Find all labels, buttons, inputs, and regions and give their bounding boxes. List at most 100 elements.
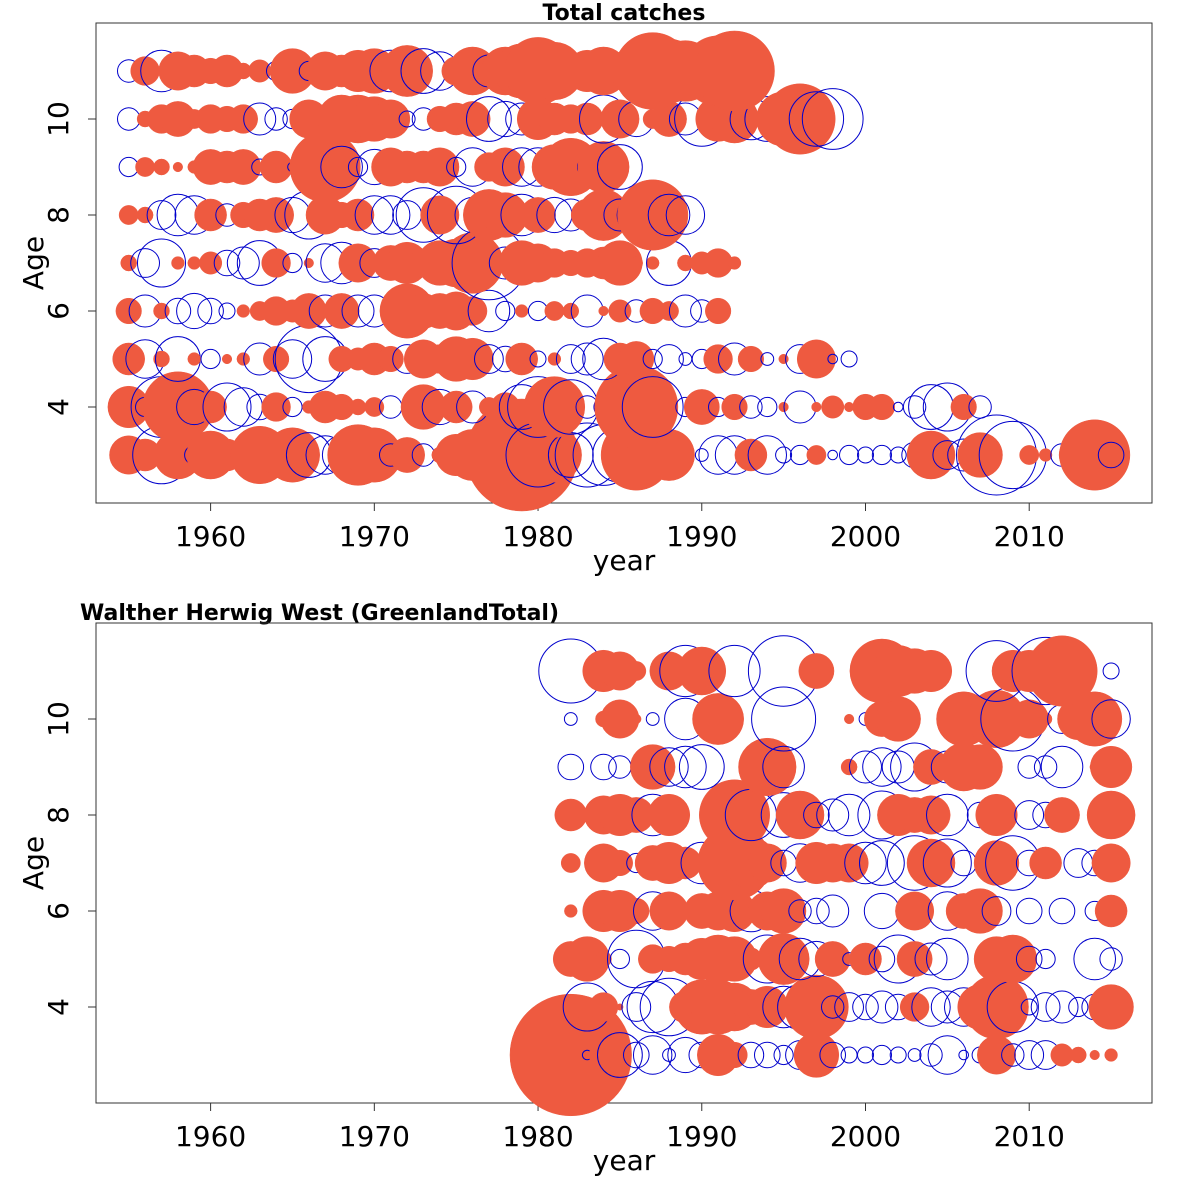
bubble-age9-1956 (135, 157, 155, 177)
bubble-age4-2003 (902, 395, 927, 419)
bubble-age4-1998 (821, 395, 845, 419)
bubble-age7-2004 (906, 838, 956, 888)
y-tick-label: 8 (42, 806, 75, 824)
bubble-age5-1982 (555, 344, 586, 374)
bubble-age10-1963 (243, 102, 277, 136)
bubble-age7-1955 (120, 254, 137, 272)
bubble-age3-1985 (597, 1032, 643, 1078)
bubble-age4-1962 (223, 387, 264, 427)
bubble-age6-1969 (341, 294, 375, 328)
bubble-age6-1982 (564, 904, 578, 918)
axis-ticks: 1960 1970 1980 1990 2000 2010 4 6 8 10 (42, 701, 1065, 1153)
y-tick-label: 6 (42, 902, 75, 920)
bubble-age4-1987 (621, 376, 684, 438)
bubble-age5-1964 (263, 345, 290, 373)
bubble-age9-1958 (172, 161, 183, 173)
bubble-age11-2015 (1102, 662, 1120, 680)
bubble-age8-1988 (647, 793, 691, 837)
bubble-age8-1998 (816, 798, 850, 832)
bubble-age5-1995 (778, 353, 789, 365)
bubble-age5-1987 (642, 348, 663, 370)
chart-title: Walther Herwig West (GreenlandTotal) (80, 601, 559, 626)
bubble-age9-2007 (957, 744, 1003, 790)
bubble-age4-2007 (968, 395, 992, 419)
bubble-age7-2005 (922, 838, 972, 888)
bubble-age8-1987 (617, 179, 689, 251)
bubble-age4-2012 (1045, 990, 1079, 1024)
plot-frame (95, 22, 1153, 504)
bubble-age3-1999 (839, 444, 860, 466)
bubble-age3-2000 (857, 1046, 874, 1064)
bubble-age5-1961 (221, 353, 233, 365)
bubble-age9-1985 (608, 755, 632, 779)
y-tick-label: 10 (42, 101, 75, 137)
bubble-age3-1995 (775, 446, 793, 464)
bubble-age6-2012 (1048, 897, 1076, 925)
y-tick-label: 8 (42, 206, 75, 224)
bubble-age7-2011 (1029, 846, 1062, 880)
bubble-age10-1998 (801, 88, 864, 150)
bubble-age5-2011 (1035, 948, 1056, 970)
bubble-age6-1985 (608, 299, 632, 323)
bubble-age3-2001 (871, 444, 893, 466)
bubble-age5-1995 (757, 933, 810, 985)
bubble-age5-2005 (926, 937, 969, 981)
bubble-age5-1989 (678, 352, 693, 366)
bubble-age10-1976 (454, 101, 491, 137)
bubble-age8-1956 (136, 206, 154, 224)
bubble-age9-2010 (1017, 755, 1041, 779)
bubble-age9-1962 (225, 149, 262, 185)
bubble-age11-2012 (1026, 635, 1098, 707)
bubble-age5-1980 (529, 350, 547, 368)
bubble-age5-1977 (474, 344, 504, 374)
bubble-age11-1992 (708, 644, 761, 698)
bubble-age7-1992 (727, 256, 742, 270)
bubble-age3-1998 (819, 1041, 847, 1069)
bubble-age10-1997 (788, 91, 845, 147)
bubble-age11-1997 (798, 653, 835, 689)
bubble-age7-1964 (261, 248, 291, 278)
bubble-age6-2007 (957, 888, 1003, 934)
chart-title: Total catches (543, 1, 706, 26)
bubble-age4-1984 (588, 992, 619, 1022)
bubble-age6-1991 (705, 297, 732, 325)
bubble-age11-1963 (248, 59, 272, 83)
bubble-age4-1961 (202, 382, 252, 432)
y-tick-label: 10 (42, 701, 75, 737)
bubble-age10-1982 (563, 712, 578, 726)
bubble-age3-2000 (857, 446, 874, 464)
bubble-age6-2003 (895, 891, 935, 931)
bubble-age9-1987 (630, 744, 676, 790)
bubble-age7-1965 (282, 252, 303, 274)
bubble-age11-1986 (626, 661, 647, 681)
bubble-age4-2011 (1030, 992, 1061, 1022)
bubble-age4-2000 (852, 993, 879, 1021)
bubble-age10-1972 (398, 110, 416, 128)
bubble-age5-1999 (840, 350, 858, 368)
bubble-layer (107, 30, 1131, 512)
bubble-age3-2002 (889, 1046, 907, 1064)
bubble-age7-1966 (303, 257, 314, 269)
bubble-age4-1981 (523, 376, 586, 438)
bubble-age4-1996 (783, 390, 817, 424)
bubble-age4-2004 (908, 384, 954, 430)
bubble-age4-2013 (1068, 996, 1089, 1018)
x-tick-label: 1970 (339, 1120, 410, 1153)
bubble-age4-1994 (746, 985, 789, 1029)
bubble-age3-1993 (734, 438, 768, 472)
bubble-age7-1959 (187, 256, 201, 270)
bubble-age7-1989 (669, 846, 702, 880)
bubble-age6-1957 (153, 302, 170, 320)
x-tick-label: 1980 (502, 520, 573, 553)
bubble-age8-1970 (354, 195, 394, 235)
bubble-age4-1990 (683, 389, 720, 425)
bubble-age6-2015 (1094, 894, 1128, 928)
x-axis-label: year (593, 1144, 656, 1177)
bubble-age8-2005 (926, 793, 969, 837)
bubble-age3-2006 (958, 1049, 970, 1061)
bubble-age3-2009 (1001, 1043, 1025, 1067)
bubble-age7-2000 (844, 841, 887, 885)
bubble-age7-2015 (1091, 843, 1131, 883)
x-tick-label: 1960 (175, 1120, 246, 1153)
